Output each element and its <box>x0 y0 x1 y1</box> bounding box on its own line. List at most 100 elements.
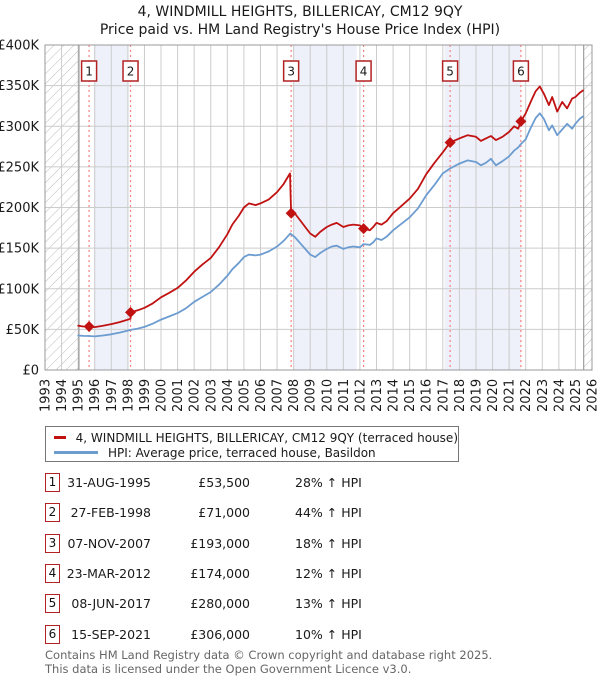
red-line-swatch <box>54 436 66 439</box>
x-tick-label: 2018 <box>453 379 468 412</box>
sale-table-row: 4 23-MAR-2012 £174,000 12% ↑ HPI <box>45 563 555 584</box>
legend-entry-property: 4, WINDMILL HEIGHTS, BILLERICAY, CM12 9Q… <box>46 430 458 445</box>
x-tick-label: 2006 <box>254 379 269 412</box>
y-tick-label: £250K <box>0 160 39 175</box>
sale-marker-5 <box>444 137 456 148</box>
sale-hpi-delta: 44% ↑ HPI <box>295 505 362 521</box>
sale-marker-1 <box>83 321 95 333</box>
x-tick-label: 2004 <box>221 379 236 412</box>
sale-price: £174,000 <box>190 565 250 581</box>
x-tick-label: 1997 <box>105 379 120 412</box>
x-tick-label: 2019 <box>469 379 484 412</box>
sale-date: 08-JUN-2017 <box>71 596 151 612</box>
x-tick-label: 1996 <box>88 379 103 412</box>
sale-hpi-delta: 12% ↑ HPI <box>295 565 362 581</box>
sale-marker-3 <box>285 207 297 219</box>
x-tick-label: 2015 <box>403 379 418 412</box>
sale-number-badge: 1 <box>45 473 60 492</box>
sale-label-number: 3 <box>287 65 295 79</box>
sale-hpi-delta: 13% ↑ HPI <box>295 596 362 612</box>
sale-label-number: 6 <box>517 65 525 79</box>
x-tick-label: 2017 <box>436 379 451 412</box>
sale-price: £193,000 <box>190 535 250 551</box>
sale-price: £53,500 <box>198 475 250 490</box>
sale-price: £306,000 <box>190 626 250 642</box>
sale-label-box-6 <box>512 60 530 82</box>
sale-date: 23-MAR-2012 <box>66 565 151 581</box>
y-tick-label: £400K <box>0 39 39 54</box>
y-tick-label: £0 <box>22 364 39 379</box>
sale-hpi-delta: 28% ↑ HPI <box>295 475 362 490</box>
x-tick-label: 1995 <box>72 379 87 412</box>
x-tick-label: 2026 <box>586 379 600 412</box>
blue-line-swatch <box>54 451 98 454</box>
sale-date: 15-SEP-2021 <box>71 626 151 642</box>
sale-label-number: 2 <box>127 65 135 79</box>
x-tick-label: 2001 <box>171 379 186 412</box>
sale-marker-2 <box>125 306 137 318</box>
sale-label-box-2 <box>122 60 139 82</box>
x-tick-label: 2014 <box>387 379 402 412</box>
legend-label-hpi: HPI: Average price, terraced house, Basi… <box>108 445 376 460</box>
x-tick-label: 2013 <box>370 379 385 412</box>
sale-date: 27-FEB-1998 <box>70 505 151 521</box>
sale-marker-6 <box>515 115 527 127</box>
x-tick-label: 1993 <box>39 379 54 412</box>
x-tick-label: 2024 <box>552 379 567 412</box>
sale-marker-4 <box>358 223 370 235</box>
sale-table-row: 5 08-JUN-2017 £280,000 13% ↑ HPI <box>45 594 555 614</box>
y-tick-label: £150K <box>0 242 39 257</box>
chart-title: 4, WINDMILL HEIGHTS, BILLERICAY, CM12 9Q… <box>137 4 463 20</box>
footer-line-1: Contains HM Land Registry data © Crown c… <box>45 648 493 662</box>
legend-label-property: 4, WINDMILL HEIGHTS, BILLERICAY, CM12 9Q… <box>75 430 458 445</box>
x-tick-label: 2010 <box>320 379 335 412</box>
sale-label-box-4 <box>355 60 372 82</box>
sale-date: 31-AUG-1995 <box>67 475 151 490</box>
sale-number-badge: 2 <box>45 503 60 523</box>
sale-table-row: 1 31-AUG-1995 £53,500 28% ↑ HPI <box>45 473 555 493</box>
sale-price: £71,000 <box>198 505 250 521</box>
chart-legend: 4, WINDMILL HEIGHTS, BILLERICAY, CM12 9Q… <box>45 426 459 462</box>
chart-subtitle: Price paid vs. HM Land Registry's House … <box>99 22 501 38</box>
x-tick-label: 2005 <box>237 379 252 412</box>
y-tick-label: £350K <box>0 79 39 94</box>
footer-line-2: This data is licensed under the Open Gov… <box>45 661 412 676</box>
sale-date: 07-NOV-2007 <box>67 535 151 551</box>
y-tick-label: £200K <box>0 201 39 216</box>
x-tick-label: 2016 <box>420 379 435 412</box>
x-tick-label: 2025 <box>569 379 584 412</box>
x-tick-label: 2009 <box>304 379 319 412</box>
sale-table-row: 3 07-NOV-2007 £193,000 18% ↑ HPI <box>45 533 555 554</box>
sale-number-badge: 6 <box>45 624 60 644</box>
x-tick-label: 1998 <box>121 379 136 412</box>
sales-table: 1 31-AUG-1995 £53,500 28% ↑ HPI 2 27-FEB… <box>45 473 555 648</box>
x-tick-label: 2002 <box>188 379 203 412</box>
x-tick-label: 2007 <box>271 379 286 412</box>
price-history-chart: 1 2 3 4 5 6 £0 £50K £100K £150K £200K £250K £300K £35… <box>0 39 600 413</box>
x-tick-label: 1994 <box>55 379 70 412</box>
sale-price: £280,000 <box>190 596 250 612</box>
sale-label-box-5 <box>441 60 459 82</box>
sale-label-box-3 <box>282 60 300 82</box>
sale-number-badge: 4 <box>45 563 60 583</box>
x-tick-label: 1999 <box>138 379 153 412</box>
legend-entry-hpi: HPI: Average price, terraced house, Basi… <box>46 445 458 460</box>
x-tick-label: 2022 <box>519 379 534 412</box>
sale-number-badge: 5 <box>45 594 60 614</box>
x-tick-label: 2000 <box>155 379 170 412</box>
x-tick-label: 2012 <box>353 379 368 412</box>
sale-label-box-1 <box>80 60 98 82</box>
y-tick-label: £300K <box>0 120 39 135</box>
x-tick-label: 2003 <box>204 379 219 412</box>
sale-table-row: 2 27-FEB-1998 £71,000 44% ↑ HPI <box>45 503 555 523</box>
sale-hpi-delta: 10% ↑ HPI <box>295 626 362 642</box>
x-tick-label: 2020 <box>486 379 501 412</box>
x-tick-label: 2011 <box>337 379 352 412</box>
sale-number-badge: 3 <box>45 533 60 553</box>
y-tick-label: £50K <box>6 323 40 338</box>
sale-hpi-delta: 18% ↑ HPI <box>295 535 362 551</box>
license-footer: Contains HM Land Registry data © Crown c… <box>45 648 493 676</box>
hpi-line <box>77 112 584 338</box>
sale-label-number: 4 <box>360 65 368 79</box>
sale-table-row: 6 15-SEP-2021 £306,000 10% ↑ HPI <box>45 624 555 645</box>
